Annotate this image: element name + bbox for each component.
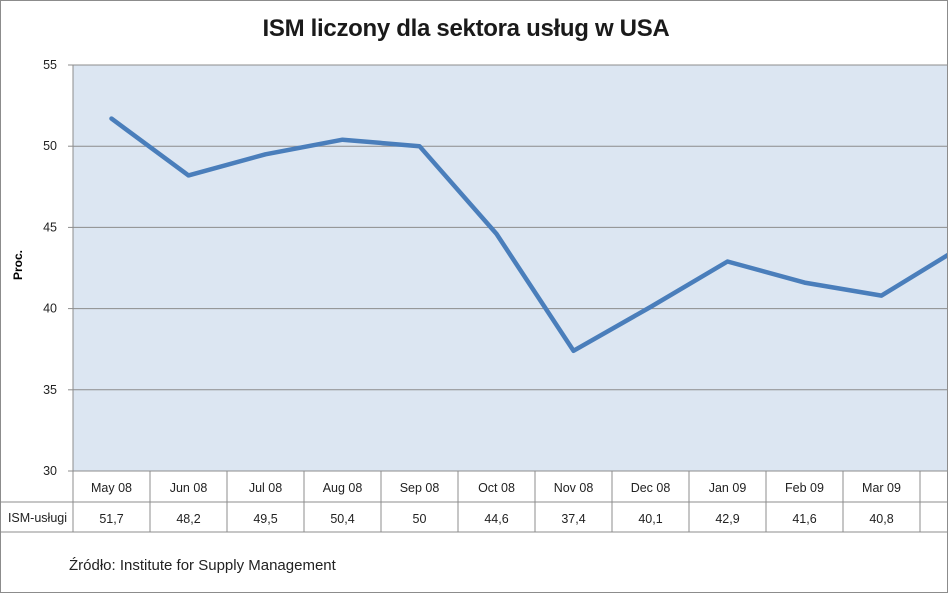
- y-tick-label: 45: [43, 220, 57, 234]
- y-tick-label: 35: [43, 383, 57, 397]
- table-cell: 42,9: [715, 512, 739, 526]
- table-cell: 48,2: [176, 512, 200, 526]
- x-tick-label: Mar 09: [862, 481, 901, 495]
- x-tick-label: May 08: [91, 481, 132, 495]
- x-tick-label: Feb 09: [785, 481, 824, 495]
- y-tick-label: 55: [43, 58, 57, 72]
- x-tick-label: Aug 08: [323, 481, 363, 495]
- x-tick-label: Jan 09: [709, 481, 747, 495]
- table-cell: 37,4: [561, 512, 585, 526]
- x-tick-label: Oct 08: [478, 481, 515, 495]
- x-tick-label: Jul 08: [249, 481, 282, 495]
- x-tick-label: Nov 08: [554, 481, 594, 495]
- chart-title: ISM liczony dla sektora usług w USA: [262, 15, 670, 42]
- x-tick-label: Sep 08: [400, 481, 440, 495]
- table-cell: 49,5: [253, 512, 277, 526]
- table-cell: 51,7: [99, 512, 123, 526]
- table-row-label: ISM-usługi: [8, 511, 67, 525]
- y-tick-label: 40: [43, 302, 57, 316]
- plot-area: [72, 64, 947, 472]
- x-tick-label: Dec 08: [631, 481, 671, 495]
- table-cell: 44,6: [484, 512, 508, 526]
- source-note: Źródło: Institute for Supply Management: [69, 557, 336, 574]
- y-tick-label: 30: [43, 464, 57, 478]
- table-cell: 40,8: [869, 512, 893, 526]
- table-cell: 41,6: [792, 512, 816, 526]
- table-cell: 50: [413, 512, 427, 526]
- table-cell: 50,4: [330, 512, 354, 526]
- y-tick-label: 50: [43, 139, 57, 153]
- table-cell: 40,1: [638, 512, 662, 526]
- series-line: [109, 116, 947, 354]
- x-tick-label: Jun 08: [170, 481, 208, 495]
